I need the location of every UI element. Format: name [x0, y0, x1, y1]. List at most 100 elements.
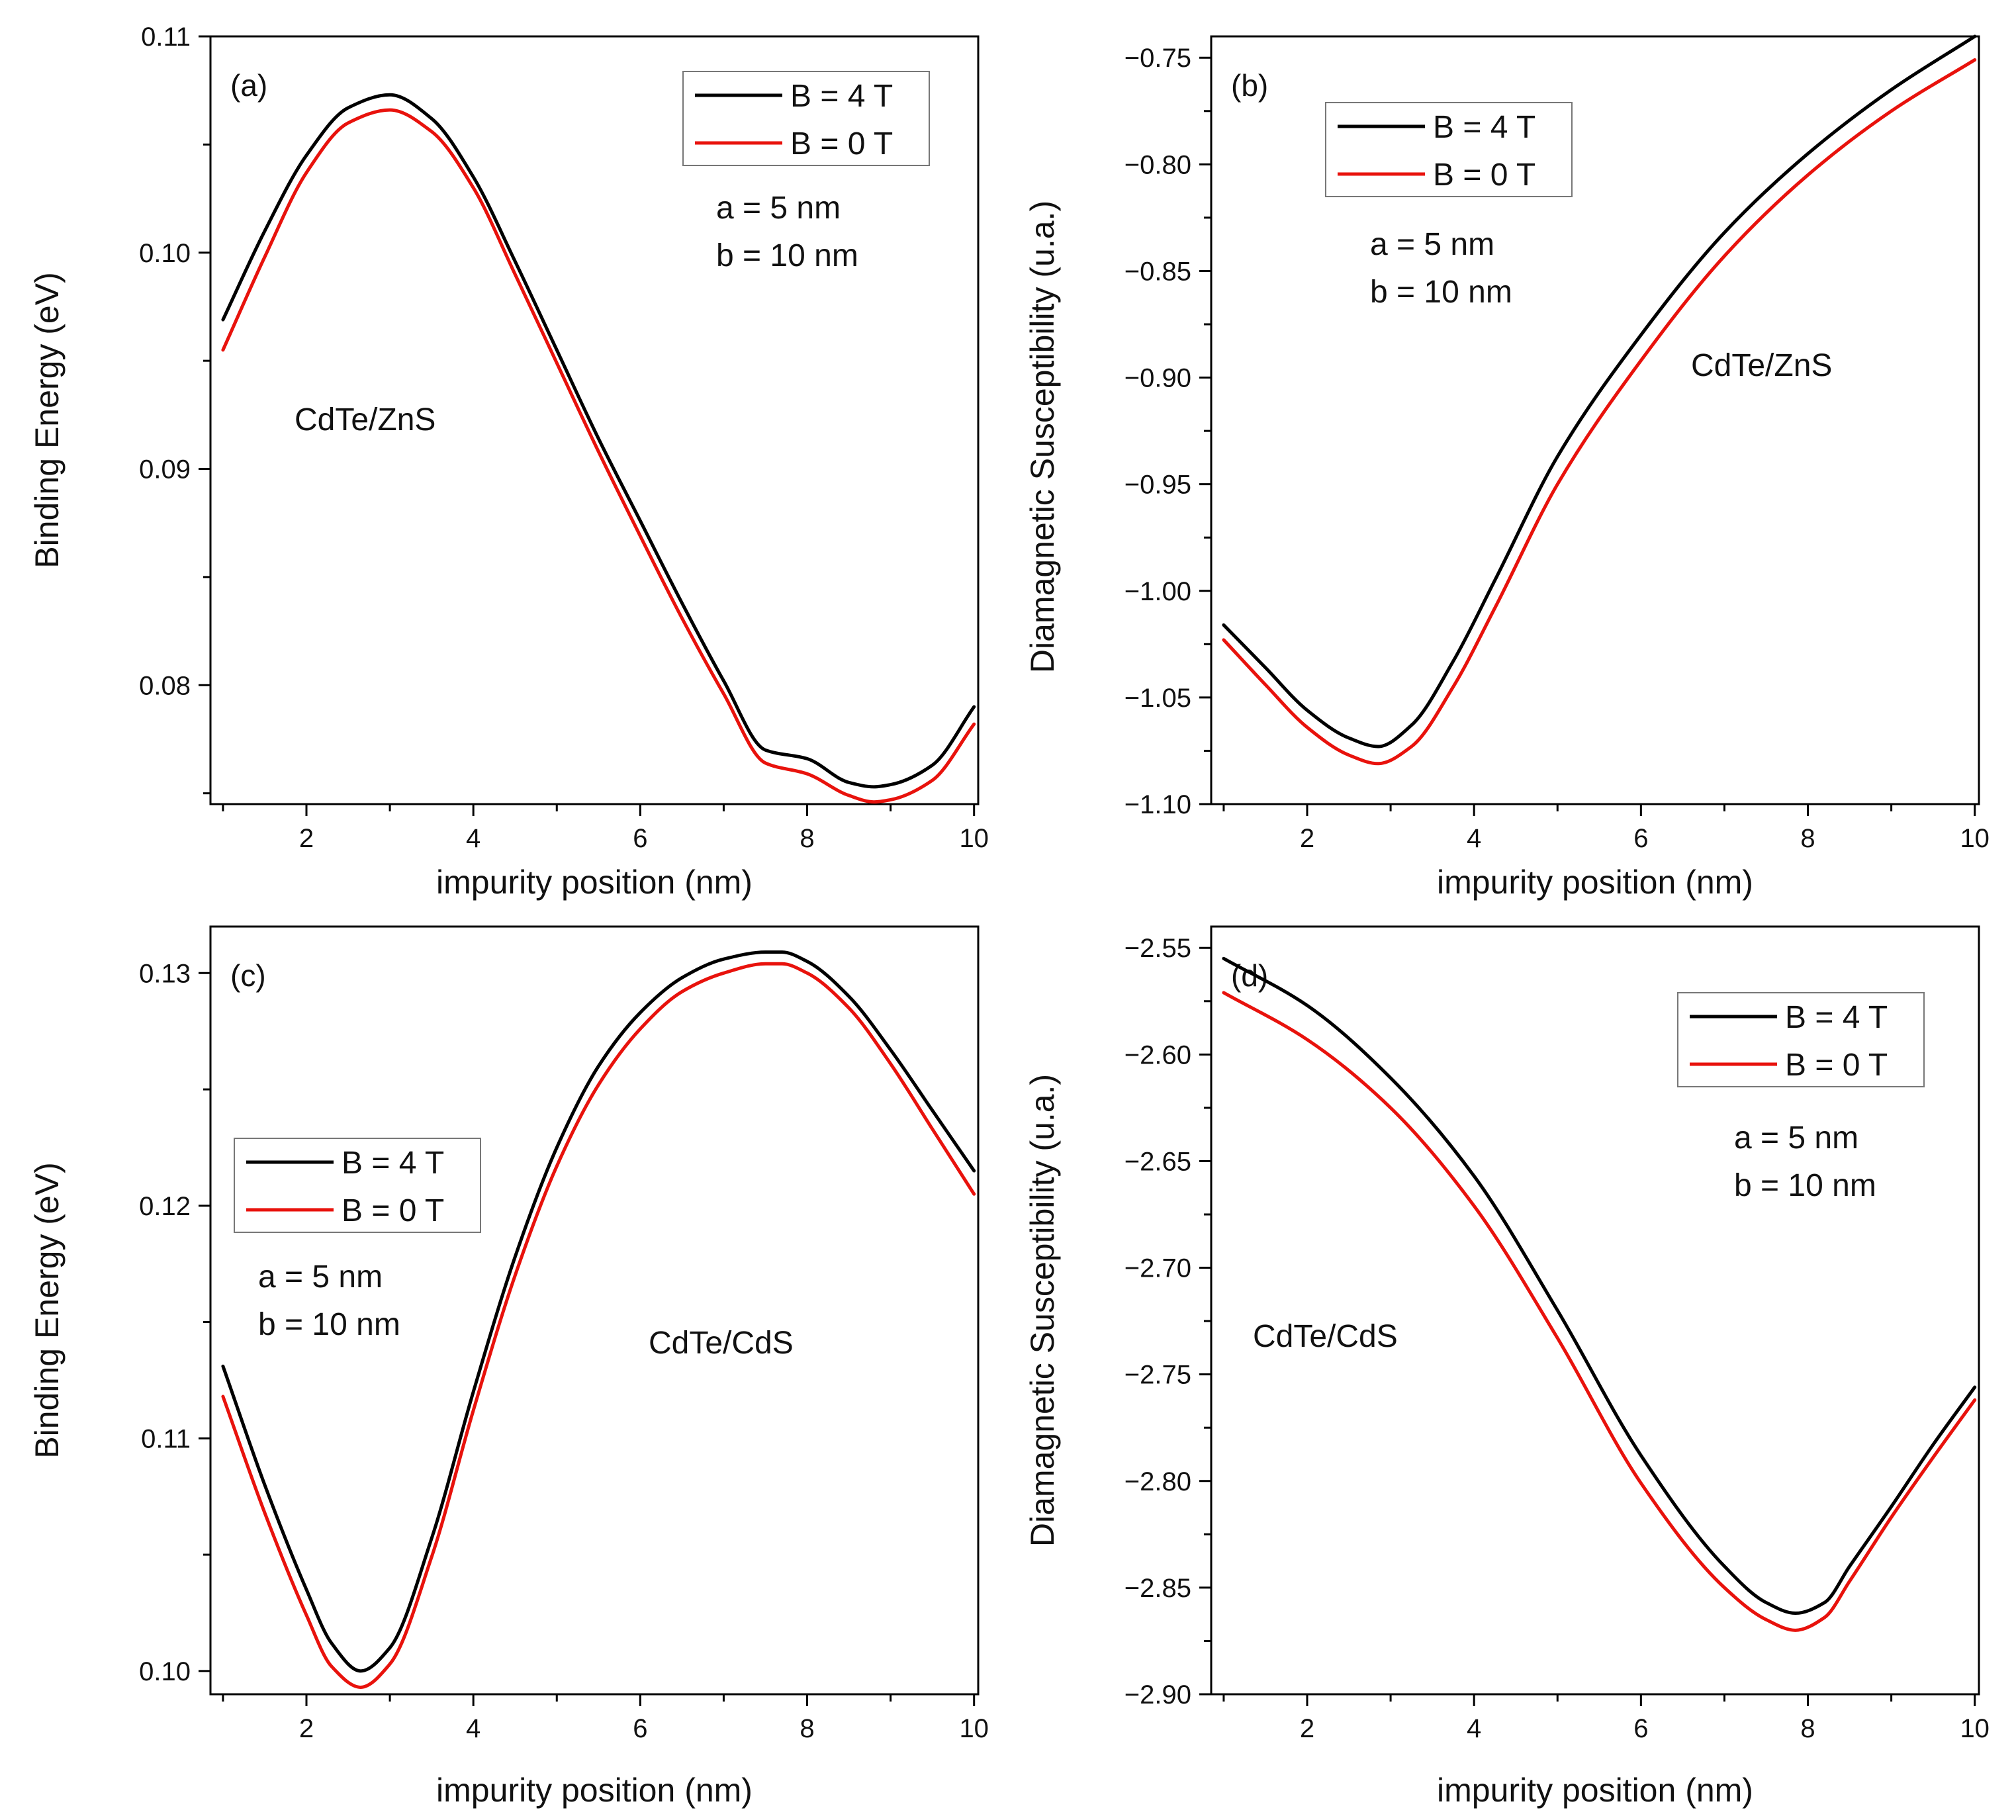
annotation: CdTe/ZnS: [295, 402, 435, 437]
x-axis-label: impurity position (nm): [1437, 864, 1753, 901]
panel-label: (a): [230, 68, 267, 103]
y-axis-label: Binding Energy (eV): [28, 272, 66, 568]
annotation: a = 5 nm: [258, 1259, 383, 1295]
series-line-b0t: [1222, 58, 1977, 766]
plot-frame: [209, 925, 980, 1696]
y-tick-label: −2.60: [1124, 1040, 1191, 1069]
legend-label: B = 4 T: [1785, 1000, 1888, 1035]
legend-box: [682, 71, 930, 166]
series-line-b0t: [221, 108, 976, 804]
plot-frame: [1210, 925, 1980, 1696]
legend-label: B = 4 T: [342, 1146, 444, 1181]
y-tick-label: −2.85: [1124, 1574, 1191, 1603]
x-axis-label: impurity position (nm): [1437, 1772, 1753, 1809]
annotation: CdTe/ZnS: [1691, 348, 1832, 383]
x-tick-label: 4: [1467, 824, 1481, 853]
legend-label: B = 0 T: [342, 1193, 444, 1228]
series-line-b4t: [221, 950, 976, 1673]
annotation: a = 5 nm: [1734, 1120, 1858, 1156]
plot-frame: [1210, 35, 1980, 805]
x-tick-label: 6: [633, 824, 647, 853]
panel-label: (c): [230, 958, 266, 993]
x-tick-label: 10: [1960, 1714, 1990, 1743]
x-tick-label: 2: [299, 1714, 314, 1743]
y-tick-label: −2.70: [1124, 1254, 1191, 1283]
x-tick-label: 8: [1800, 1714, 1815, 1743]
chart-panel-d: 2 4 6 8 10 −2.90 −2.85 −2.80 −2.75 −2.70 −2.65 −2.6…: [1024, 925, 1990, 1809]
legend: B = 4 T B = 0 T: [234, 1138, 481, 1233]
y-tick-label: −2.75: [1124, 1361, 1191, 1390]
y-tick-label: −2.90: [1124, 1680, 1191, 1709]
x-tick-label: 4: [466, 824, 481, 853]
series-line-b0t: [221, 962, 976, 1689]
y-tick-label: −2.55: [1124, 934, 1191, 963]
annotation: a = 5 nm: [1370, 227, 1494, 262]
y-tick-label: −0.80: [1124, 150, 1191, 179]
y-axis-label: Diamagnetic Susceptibility (u.a.): [1024, 1074, 1061, 1547]
annotation: a = 5 nm: [716, 191, 841, 226]
y-tick-label: 0.10: [139, 239, 191, 268]
x-tick-label: 6: [1633, 1714, 1648, 1743]
legend-label: B = 4 T: [790, 79, 893, 114]
annotation: CdTe/CdS: [649, 1326, 794, 1361]
legend: B = 4 T B = 0 T: [1325, 102, 1573, 197]
y-tick-label: −2.80: [1124, 1467, 1191, 1496]
annotation: b = 10 nm: [1734, 1168, 1876, 1203]
annotation: b = 10 nm: [716, 238, 858, 273]
y-tick-label: −0.95: [1124, 471, 1191, 500]
legend-box: [1325, 102, 1573, 197]
x-tick-label: 8: [800, 824, 814, 853]
y-tick-label: 0.12: [139, 1192, 191, 1221]
legend: B = 4 T B = 0 T: [682, 71, 930, 166]
y-tick-label: 0.08: [139, 671, 191, 700]
panel-label: (b): [1231, 68, 1268, 103]
series-line-b4t: [221, 93, 976, 789]
y-tick-label: −0.75: [1124, 44, 1191, 73]
legend-box: [234, 1138, 481, 1233]
x-tick-label: 6: [1633, 824, 1648, 853]
x-tick-label: 2: [1300, 1714, 1314, 1743]
annotation: CdTe/CdS: [1253, 1319, 1398, 1354]
x-tick-label: 4: [466, 1714, 481, 1743]
legend: B = 4 T B = 0 T: [1677, 992, 1925, 1087]
y-tick-label: −1.05: [1124, 684, 1191, 713]
x-tick-label: 2: [1300, 824, 1314, 853]
chart-panel-c: 2 4 6 8 10 0.10 0.11 0.12 0.13 impurity position …: [28, 925, 989, 1809]
legend-box: [1677, 992, 1925, 1087]
annotation: b = 10 nm: [258, 1307, 400, 1342]
y-axis-label: Diamagnetic Susceptibility (u.a.): [1024, 201, 1061, 673]
y-tick-label: −1.10: [1124, 790, 1191, 819]
y-tick-label: −2.65: [1124, 1147, 1191, 1176]
x-tick-label: 10: [959, 824, 989, 853]
series-line-b4t: [1222, 956, 1977, 1615]
legend-label: B = 0 T: [1433, 158, 1535, 193]
x-tick-label: 8: [800, 1714, 814, 1743]
chart-panel-a: 2 4 6 8 10 0.08 0.09 0.10 0.11 impurity position …: [28, 23, 989, 901]
series-line-b0t: [1222, 991, 1977, 1632]
plot-frame: [209, 35, 980, 805]
y-tick-label: −0.90: [1124, 364, 1191, 393]
y-tick-label: 0.11: [141, 1424, 191, 1453]
y-tick-label: −1.00: [1124, 577, 1191, 606]
series-line-b4t: [1222, 34, 1977, 749]
panel-label: (d): [1231, 958, 1268, 993]
y-tick-label: 0.11: [141, 23, 191, 52]
x-tick-label: 4: [1467, 1714, 1481, 1743]
legend-label: B = 0 T: [790, 126, 893, 161]
legend-label: B = 0 T: [1785, 1048, 1888, 1083]
x-axis-label: impurity position (nm): [436, 1772, 753, 1809]
annotation: b = 10 nm: [1370, 275, 1512, 310]
y-tick-label: −0.85: [1124, 257, 1191, 286]
x-tick-label: 6: [633, 1714, 647, 1743]
chart-panel-b: 2 4 6 8 10 −1.10 −1.05 −1.00 −0.95 −0.90 −0.85 −0.8…: [1024, 34, 1990, 901]
x-tick-label: 2: [299, 824, 314, 853]
x-tick-label: 10: [959, 1714, 989, 1743]
y-tick-label: 0.10: [139, 1657, 191, 1686]
x-tick-label: 8: [1800, 824, 1815, 853]
legend-label: B = 4 T: [1433, 110, 1535, 145]
x-axis-label: impurity position (nm): [436, 864, 753, 901]
y-tick-label: 0.13: [139, 959, 191, 988]
x-tick-label: 10: [1960, 824, 1990, 853]
y-tick-label: 0.09: [139, 455, 191, 484]
